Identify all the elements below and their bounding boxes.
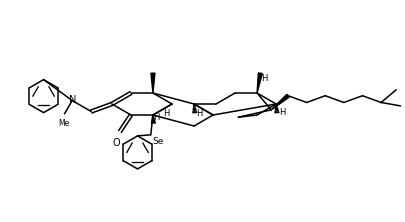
Text: Me: Me [58,119,69,128]
Polygon shape [151,73,155,93]
Text: H: H [163,109,169,119]
Text: N: N [70,95,77,105]
Text: O: O [112,137,120,147]
Text: H: H [196,109,202,118]
Text: H: H [279,108,286,117]
Text: Se: Se [153,137,164,146]
Polygon shape [257,73,262,93]
Polygon shape [271,94,289,110]
Text: H: H [153,113,160,122]
Text: H: H [261,74,267,83]
